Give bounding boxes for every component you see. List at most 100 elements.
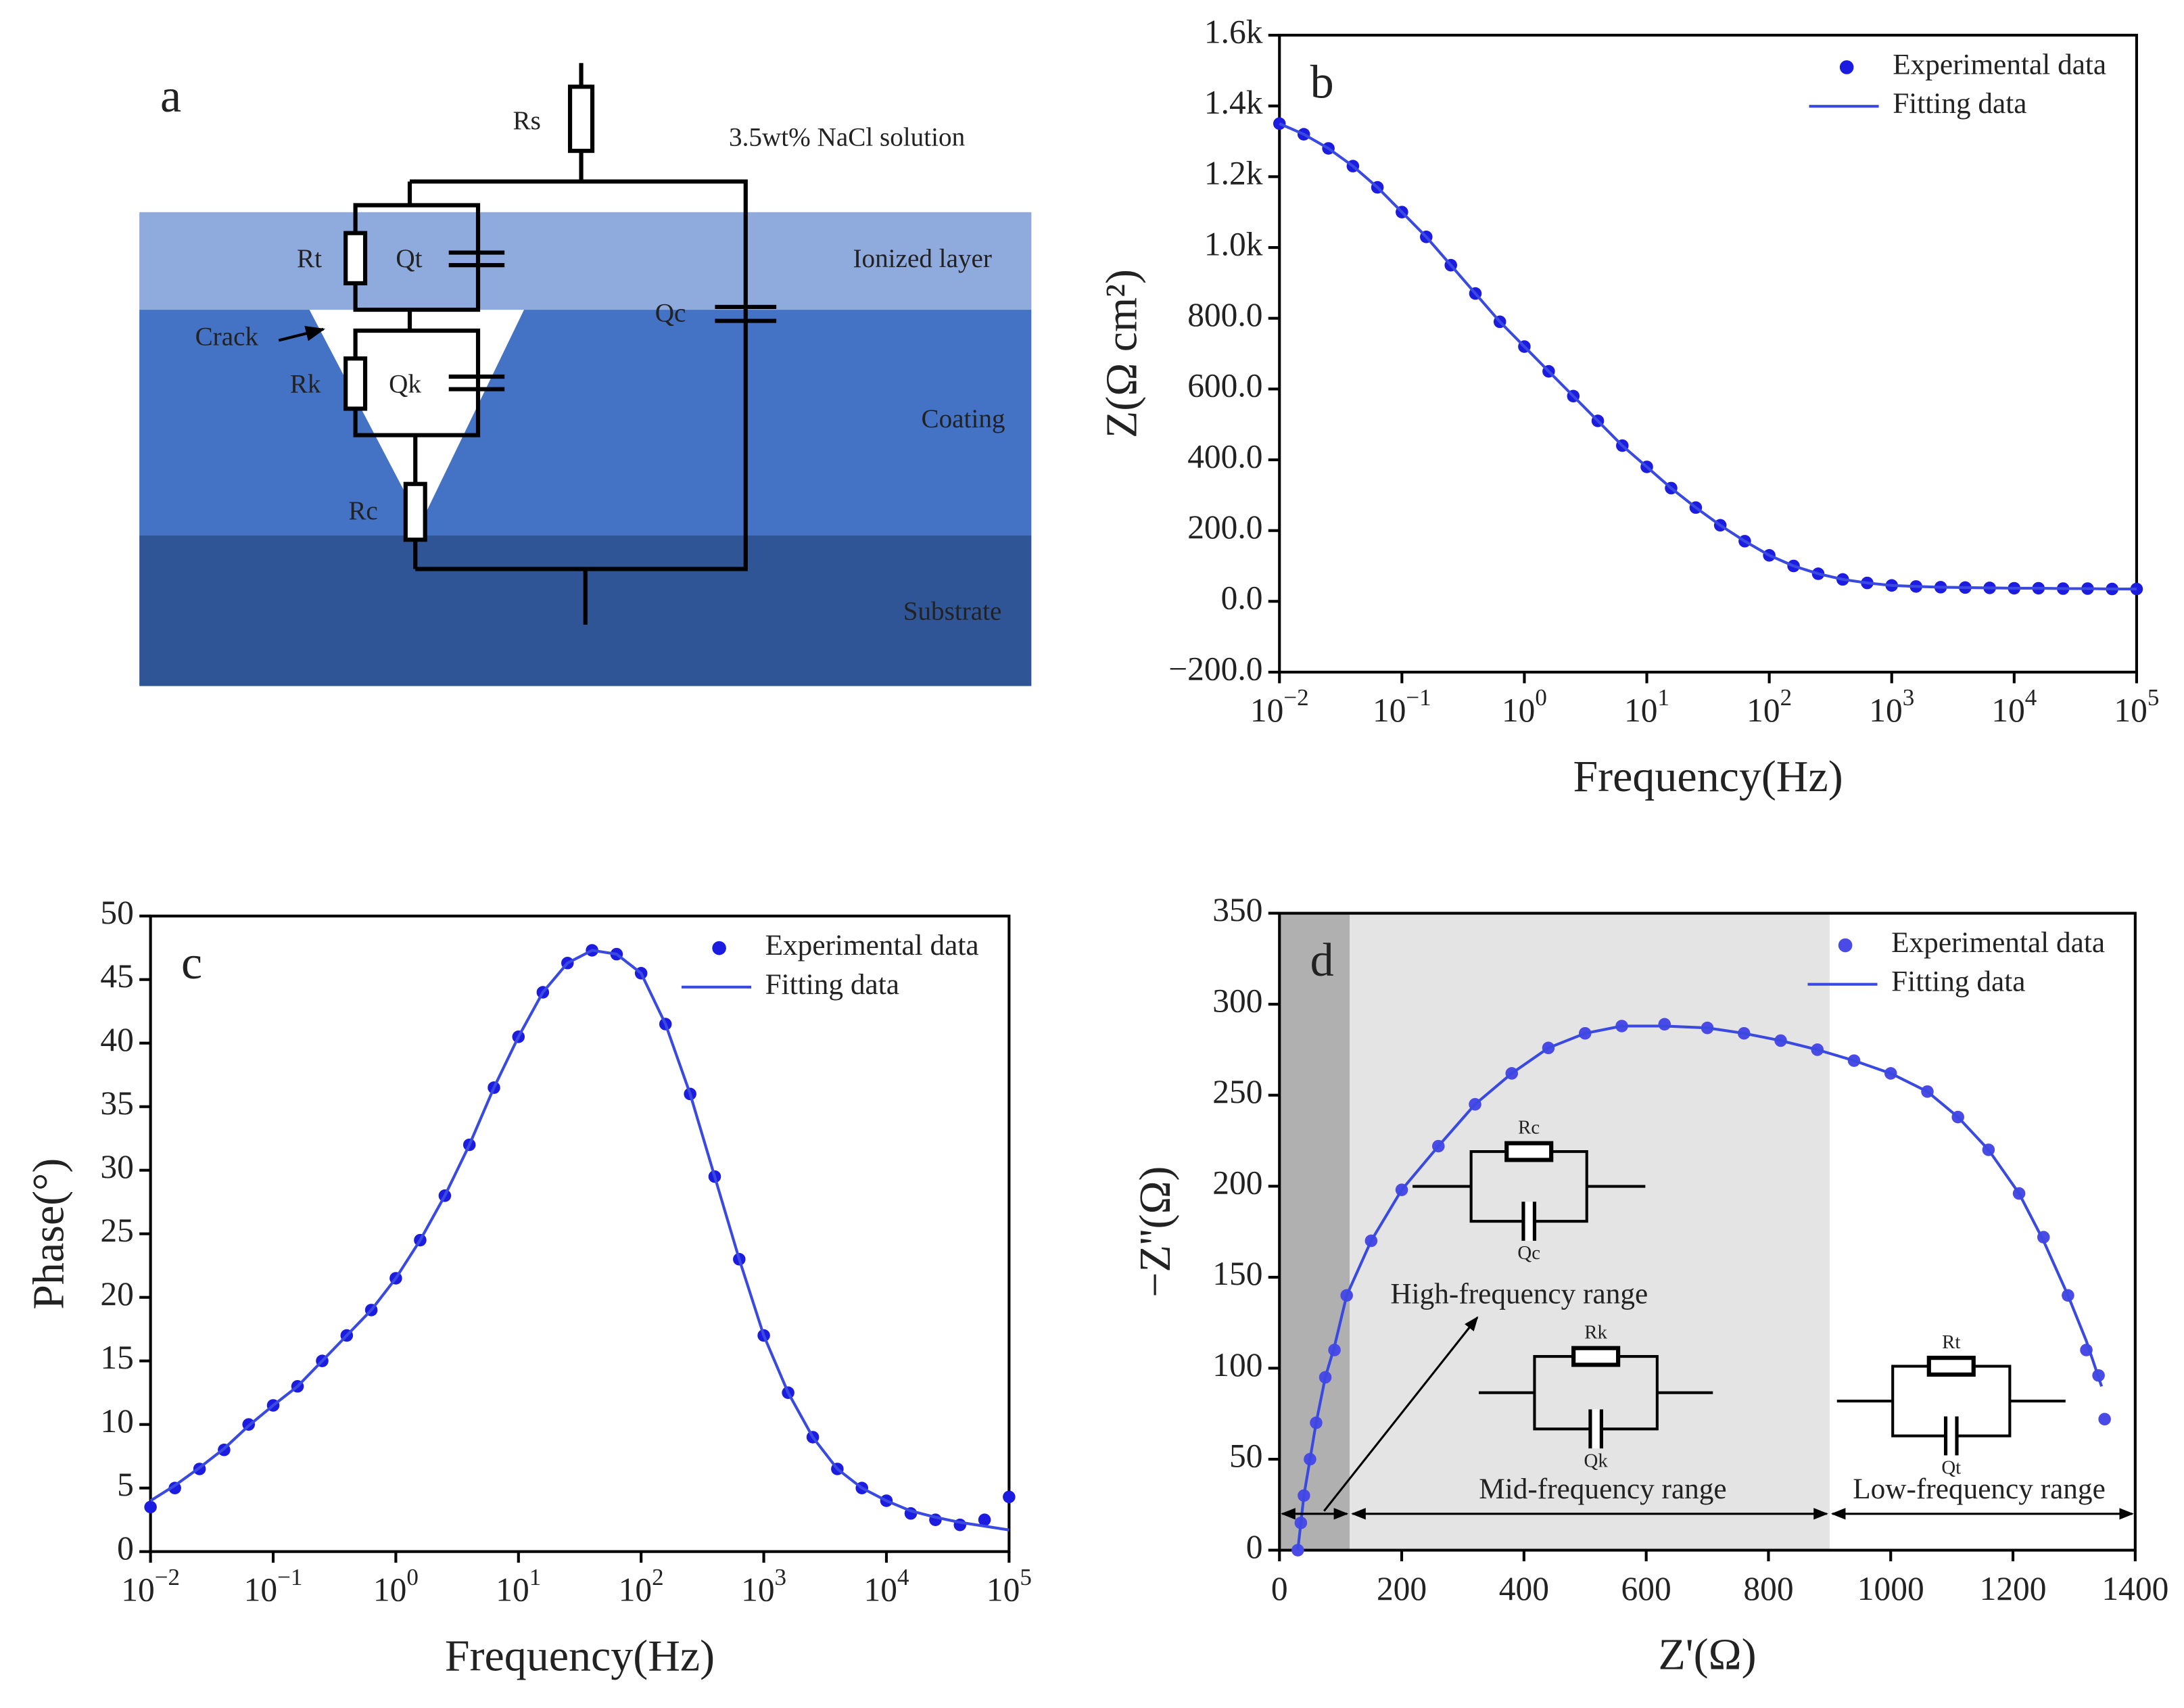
inset-resistor bbox=[1504, 1141, 1554, 1162]
inset-label: Qk bbox=[1584, 1450, 1609, 1471]
y-tick-label: 1.2k bbox=[1204, 155, 1263, 192]
y-tick-label: 200.0 bbox=[1187, 508, 1262, 546]
y-axis-label: Phase(°) bbox=[24, 1158, 73, 1310]
diagram-labels: a Rs 3.5wt% NaCl solution Rt Qt Ionized … bbox=[160, 70, 1005, 625]
x-tick-label: 101 bbox=[496, 1564, 541, 1609]
tick-exponent: 3 bbox=[775, 1564, 787, 1590]
inset-capacitor bbox=[1943, 1416, 1959, 1456]
tick-exponent: 4 bbox=[2025, 684, 2037, 711]
x-tick-label: 102 bbox=[619, 1564, 664, 1609]
y-tick-label: 1.6k bbox=[1204, 13, 1263, 50]
y-tick-label: 150 bbox=[1212, 1255, 1262, 1292]
x-tick-label: 102 bbox=[1747, 684, 1792, 729]
tick-exponent: 0 bbox=[1535, 684, 1547, 711]
label: Coating bbox=[921, 404, 1005, 433]
tick-exponent: 2 bbox=[652, 1564, 664, 1590]
tick-exponent: −1 bbox=[1406, 684, 1431, 711]
y-tick-label: 350 bbox=[1212, 891, 1262, 928]
x-tick-label: 1400 bbox=[2102, 1570, 2168, 1607]
inset-resistor bbox=[1926, 1356, 1976, 1377]
inset-label: Qc bbox=[1517, 1242, 1540, 1264]
tick-exponent: 1 bbox=[1658, 684, 1670, 711]
y-tick-label: 50 bbox=[100, 894, 133, 931]
inset-resistor bbox=[1571, 1346, 1621, 1367]
label: Rs bbox=[513, 106, 541, 135]
tick-base: 10 bbox=[1624, 692, 1657, 729]
y-tick-label: 0 bbox=[117, 1529, 134, 1567]
tick-base: 10 bbox=[1373, 692, 1406, 729]
x-tick-label: 105 bbox=[2114, 684, 2159, 729]
y-tick-label: 35 bbox=[100, 1085, 133, 1122]
label: Rk bbox=[290, 369, 321, 398]
y-tick-label: 100 bbox=[1212, 1346, 1262, 1383]
x-tick-label: 0 bbox=[1271, 1570, 1288, 1607]
panel-label: b bbox=[1310, 56, 1334, 108]
range-label: Mid-frequency range bbox=[1479, 1473, 1726, 1505]
inset-label: Rt bbox=[1942, 1331, 1960, 1353]
legend-label: Experimental data bbox=[1893, 48, 2106, 80]
plot-frame bbox=[149, 914, 1011, 1553]
y-tick-label: 40 bbox=[100, 1021, 133, 1058]
fit-line bbox=[1296, 1024, 2104, 1550]
x-tick-label: 200 bbox=[1377, 1570, 1427, 1607]
range-label: Low-frequency range bbox=[1853, 1473, 2106, 1505]
tick-base: 10 bbox=[1502, 692, 1535, 729]
tick-base: 10 bbox=[121, 1571, 154, 1609]
x-tick-label: 100 bbox=[373, 1564, 419, 1609]
inset-gap bbox=[1590, 1409, 1602, 1449]
label: Qc bbox=[655, 298, 686, 327]
tick-base: 10 bbox=[1747, 692, 1780, 729]
x-tick-label: 600 bbox=[1621, 1570, 1671, 1607]
tick-base: 10 bbox=[2114, 692, 2147, 729]
plot-frame bbox=[1278, 33, 2138, 674]
y-tick-label: 300 bbox=[1212, 982, 1262, 1020]
x-axis-label: Frequency(Hz) bbox=[445, 1632, 715, 1681]
data-point bbox=[2098, 1413, 2111, 1426]
label: Qk bbox=[389, 369, 421, 398]
legend-label: Experimental data bbox=[765, 929, 979, 962]
tick-base: 10 bbox=[373, 1571, 406, 1609]
fit-line bbox=[1279, 122, 2137, 591]
tick-exponent: 4 bbox=[897, 1564, 909, 1590]
legend-label: Fitting data bbox=[765, 968, 899, 1001]
legend-label: Experimental data bbox=[1891, 926, 2105, 959]
tick-exponent: 3 bbox=[1903, 684, 1915, 711]
x-tick-label: 100 bbox=[1502, 684, 1547, 729]
crack-arrow bbox=[278, 326, 326, 342]
resistors bbox=[343, 85, 595, 542]
y-axis-label: Z(Ω cm²) bbox=[1097, 269, 1147, 438]
y-tick-label: 20 bbox=[100, 1275, 133, 1312]
tick-exponent: 2 bbox=[1780, 684, 1793, 711]
y-tick-label: 0.0 bbox=[1221, 579, 1263, 617]
plot-frame bbox=[1278, 911, 2137, 1552]
tick-base: 10 bbox=[1250, 692, 1283, 729]
label: Rt bbox=[297, 244, 322, 273]
tick-base: 10 bbox=[1991, 692, 2024, 729]
y-tick-label: 5 bbox=[117, 1466, 134, 1503]
legend-label: Fitting data bbox=[1891, 966, 2025, 998]
y-tick-label: 1.4k bbox=[1204, 84, 1263, 121]
x-tick-label: 10−1 bbox=[244, 1564, 303, 1609]
y-tick-label: 0 bbox=[1246, 1528, 1263, 1565]
tick-exponent: 5 bbox=[1020, 1564, 1032, 1590]
tick-exponent: −2 bbox=[155, 1564, 180, 1590]
data-point bbox=[978, 1513, 991, 1526]
y-axis-label: −Z''(Ω) bbox=[1131, 1166, 1180, 1298]
inset-label: Qt bbox=[1941, 1457, 1961, 1479]
label: Crack bbox=[195, 322, 259, 351]
y-tick-label: 45 bbox=[100, 957, 133, 995]
label: Ionized layer bbox=[853, 244, 991, 273]
x-tick-label: 10−2 bbox=[1250, 684, 1309, 729]
pointer-arrow bbox=[1323, 1316, 1479, 1512]
x-tick-label: 101 bbox=[1624, 684, 1669, 729]
legend-marker bbox=[1839, 60, 1854, 74]
inset-label: Rk bbox=[1584, 1322, 1607, 1344]
x-axis-label: Frequency(Hz) bbox=[1573, 752, 1843, 801]
y-tick-label: 30 bbox=[100, 1148, 133, 1185]
circuit-diagram: a Rs 3.5wt% NaCl solution Rt Qt Ionized … bbox=[139, 63, 1032, 686]
inset-label: Rc bbox=[1518, 1117, 1540, 1139]
tick-base: 10 bbox=[619, 1571, 652, 1609]
shaded-band bbox=[1279, 913, 1350, 1550]
y-tick-label: 10 bbox=[100, 1402, 133, 1440]
x-tick-label: 105 bbox=[987, 1564, 1032, 1609]
